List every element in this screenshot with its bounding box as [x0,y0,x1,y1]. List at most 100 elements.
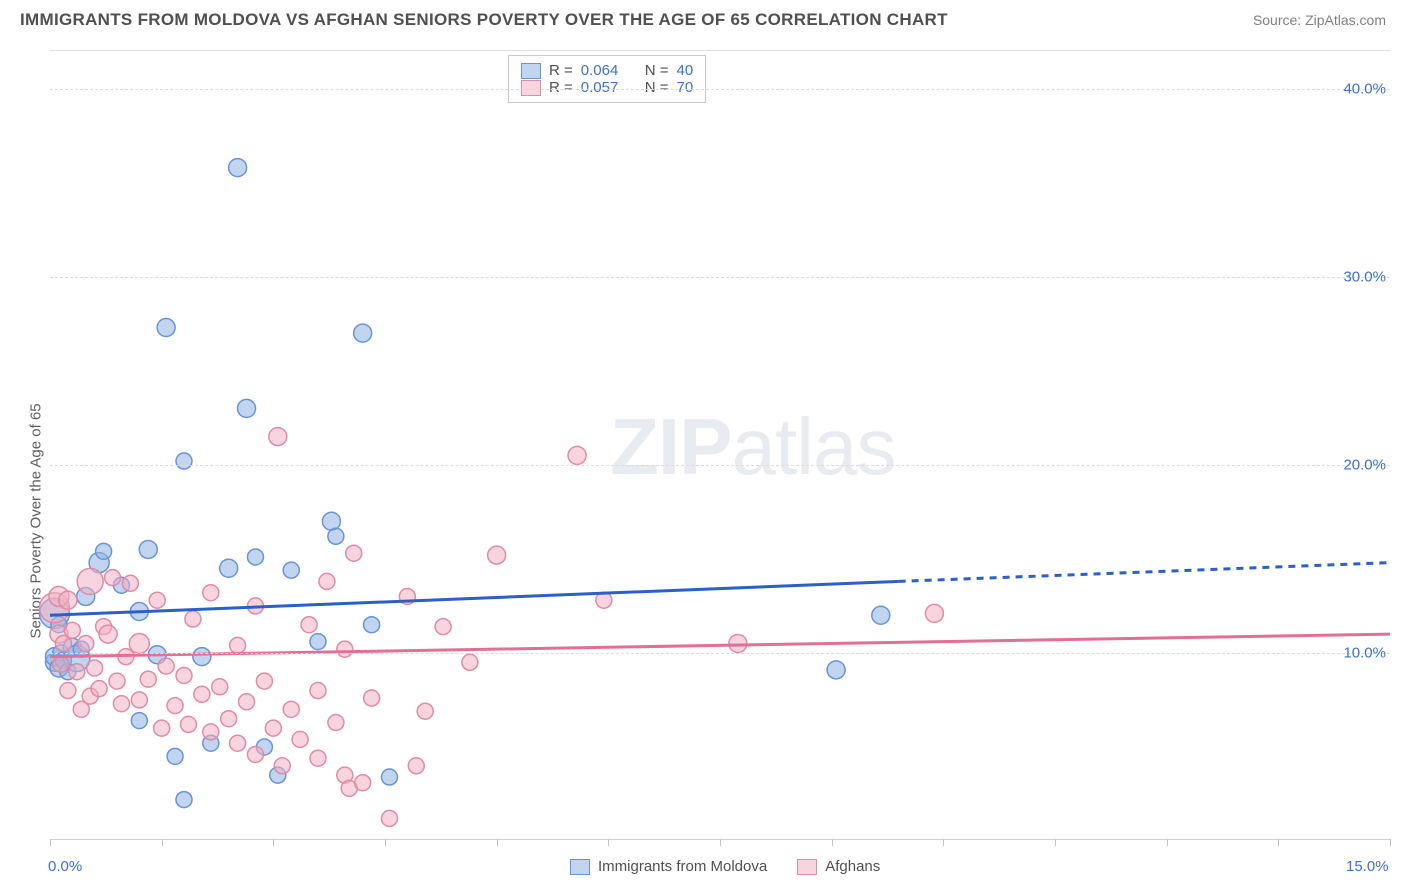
data-point-afghans [381,810,397,826]
data-point-afghans [154,720,170,736]
series-legend-item-moldova: Immigrants from Moldova [570,858,767,875]
y-tick-label: 10.0% [1343,644,1386,661]
x-tick [1278,839,1279,846]
data-point-afghans [149,592,165,608]
legend-n-value: 70 [677,79,694,96]
legend-row-afghans: R =0.057N =70 [521,79,693,96]
data-point-afghans [69,664,85,680]
x-tick [1167,839,1168,846]
x-tick [273,839,274,846]
data-point-afghans [417,703,433,719]
series-legend-item-afghans: Afghans [797,858,880,875]
data-point-moldova [167,748,183,764]
data-point-moldova [238,399,256,417]
y-tick-label: 30.0% [1343,268,1386,285]
data-point-afghans [265,720,281,736]
x-tick-label: 15.0% [1346,858,1389,875]
gridline [50,277,1390,278]
data-point-afghans [925,604,943,622]
data-point-afghans [283,701,299,717]
legend-r-value: 0.057 [581,79,629,96]
data-point-afghans [212,679,228,695]
correlation-legend: R = 0.064 N = 40R = 0.057 N = 70 [508,55,706,103]
data-point-afghans [185,611,201,627]
data-point-moldova [872,606,890,624]
header: IMMIGRANTS FROM MOLDOVA VS AFGHAN SENIOR… [0,0,1406,35]
series-legend: Immigrants from Moldova Afghans [570,858,880,875]
data-point-afghans [77,568,103,594]
data-point-afghans [256,673,272,689]
legend-n-label: N = [645,79,669,96]
data-point-afghans [319,573,335,589]
data-point-afghans [355,775,371,791]
gridline [50,89,1390,90]
y-tick-label: 40.0% [1343,80,1386,97]
data-point-afghans [87,660,103,676]
regression-line-moldova-extrapolated [899,563,1390,582]
data-point-afghans [310,750,326,766]
data-point-moldova [322,512,340,530]
data-point-moldova [247,549,263,565]
series-label: Immigrants from Moldova [598,858,767,875]
data-point-moldova [364,617,380,633]
x-tick [1390,839,1391,846]
data-point-afghans [194,686,210,702]
data-point-afghans [337,641,353,657]
data-point-afghans [99,625,117,643]
legend-row-moldova: R = 0.064 N = 40 [521,62,693,79]
data-point-afghans [435,619,451,635]
source-label: Source: ZipAtlas.com [1253,12,1386,28]
data-point-moldova [229,159,247,177]
data-point-afghans [247,746,263,762]
chart-svg [50,51,1390,839]
data-point-afghans [140,671,156,687]
x-tick [497,839,498,846]
data-point-afghans [60,683,76,699]
data-point-afghans [167,698,183,714]
data-point-afghans [105,570,121,586]
data-point-afghans [53,656,69,672]
data-point-moldova [157,319,175,337]
legend-n-value: 40 [677,62,694,79]
data-point-afghans [180,716,196,732]
data-point-afghans [239,694,255,710]
plot-area: ZIPatlas R =0.064N =40R =0.057N =70 Immi… [50,50,1390,840]
data-point-moldova [827,661,845,679]
legend-swatch-afghans [521,80,541,96]
data-point-afghans [158,658,174,674]
data-point-moldova [139,540,157,558]
legend-swatch-afghans [797,859,817,875]
data-point-moldova [381,769,397,785]
data-point-afghans [408,758,424,774]
data-point-afghans [221,711,237,727]
legend-swatch-moldova [521,63,541,79]
chart-title: IMMIGRANTS FROM MOLDOVA VS AFGHAN SENIOR… [20,10,948,30]
legend-n-label: N = [645,62,669,79]
x-tick [943,839,944,846]
data-point-moldova [193,648,211,666]
x-tick [50,839,51,846]
data-point-afghans [274,758,290,774]
data-point-moldova [96,543,112,559]
data-point-moldova [220,559,238,577]
x-tick-label: 0.0% [48,858,82,875]
chart-container: IMMIGRANTS FROM MOLDOVA VS AFGHAN SENIOR… [0,0,1406,892]
data-point-afghans [269,428,287,446]
data-point-afghans [203,585,219,601]
gridline [50,465,1390,466]
x-tick [1055,839,1056,846]
data-point-afghans [64,622,80,638]
data-point-afghans [122,575,138,591]
legend-r-label: R = [549,62,573,79]
data-point-moldova [354,324,372,342]
x-tick [385,839,386,846]
data-point-afghans [78,636,94,652]
x-tick [832,839,833,846]
data-point-afghans [176,667,192,683]
legend-r-value: 0.064 [581,62,629,79]
data-point-afghans [109,673,125,689]
data-point-afghans [364,690,380,706]
data-point-afghans [131,692,147,708]
data-point-afghans [292,731,308,747]
data-point-afghans [91,681,107,697]
